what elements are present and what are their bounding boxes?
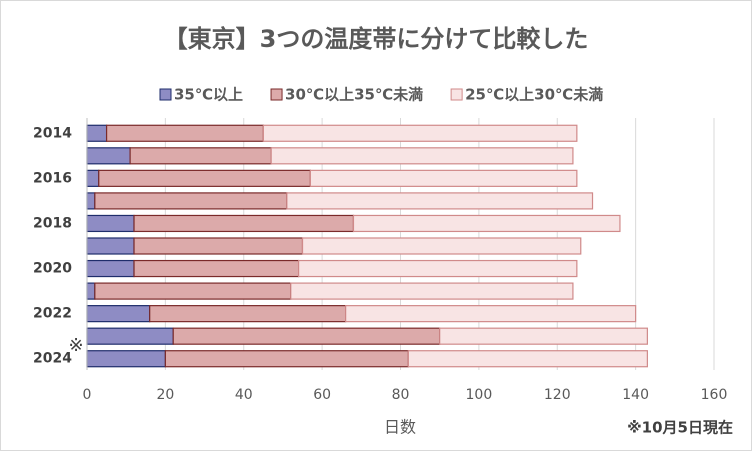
x-tick-label: 40 [235, 387, 253, 403]
bar-segment [94, 192, 288, 210]
legend-label: 30℃以上35℃未満 [285, 86, 423, 104]
bar-segment [133, 259, 300, 278]
y-tick-label: 2018 [33, 215, 72, 231]
bar-segment [172, 327, 441, 345]
x-tick-label: 140 [622, 387, 649, 403]
bar-segment [290, 282, 574, 300]
bar-segment [345, 305, 637, 323]
bar-segment [352, 214, 621, 233]
bar-segment [86, 305, 151, 323]
note: ※10月5日現在 [627, 419, 733, 437]
y-tick-label: 2022 [33, 306, 72, 322]
legend-label: 25℃以上30℃未満 [465, 86, 603, 104]
bar-segment [270, 147, 574, 165]
y-tick-label: 2020 [33, 261, 72, 277]
legend-label: 35℃以上 [174, 86, 243, 104]
x-tick-label: 0 [83, 387, 92, 403]
bar-segment [262, 124, 578, 142]
y-tick-label: 2016 [33, 170, 72, 186]
bar-segment [129, 147, 272, 165]
x-tick-label: 80 [392, 387, 410, 403]
bar-segment [86, 147, 131, 165]
bar-segment [94, 282, 292, 300]
bar-segment [86, 350, 166, 368]
bar-segment [86, 259, 135, 278]
y-tick-label: 2024 [33, 351, 72, 367]
bar-segment [86, 327, 174, 345]
bar-segment [439, 327, 648, 345]
x-tick-label: 120 [544, 387, 571, 403]
legend-swatch [159, 88, 172, 101]
bar-segment [309, 169, 578, 187]
bar-segment [86, 237, 135, 255]
legend-swatch [450, 88, 463, 101]
x-tick-label: 100 [466, 387, 493, 403]
annotation: ※ [68, 335, 83, 356]
x-axis-label: 日数 [384, 418, 416, 437]
x-tick-label: 60 [313, 387, 331, 403]
bar-segment [86, 169, 100, 187]
bar-segment [98, 169, 311, 187]
bar-segment [149, 305, 347, 323]
x-tick-label: 160 [701, 387, 728, 403]
bar-segment [164, 350, 409, 368]
bar-segment [286, 192, 594, 210]
bar-segment [86, 214, 135, 233]
y-tick-label: 2014 [33, 125, 72, 141]
bar-segment [301, 237, 582, 255]
bar-segment [86, 124, 108, 142]
bar-segment [105, 124, 264, 142]
bar-segment [133, 214, 355, 233]
bar-segment [133, 237, 304, 255]
bar-segment [298, 259, 578, 278]
bar-segment [86, 282, 96, 300]
bar-segment [407, 350, 648, 368]
x-tick-label: 20 [156, 387, 174, 403]
bar-segment [86, 192, 96, 210]
chart-title: 【東京】3つの温度帯に分けて比較した [164, 25, 589, 53]
legend-swatch [270, 88, 283, 101]
